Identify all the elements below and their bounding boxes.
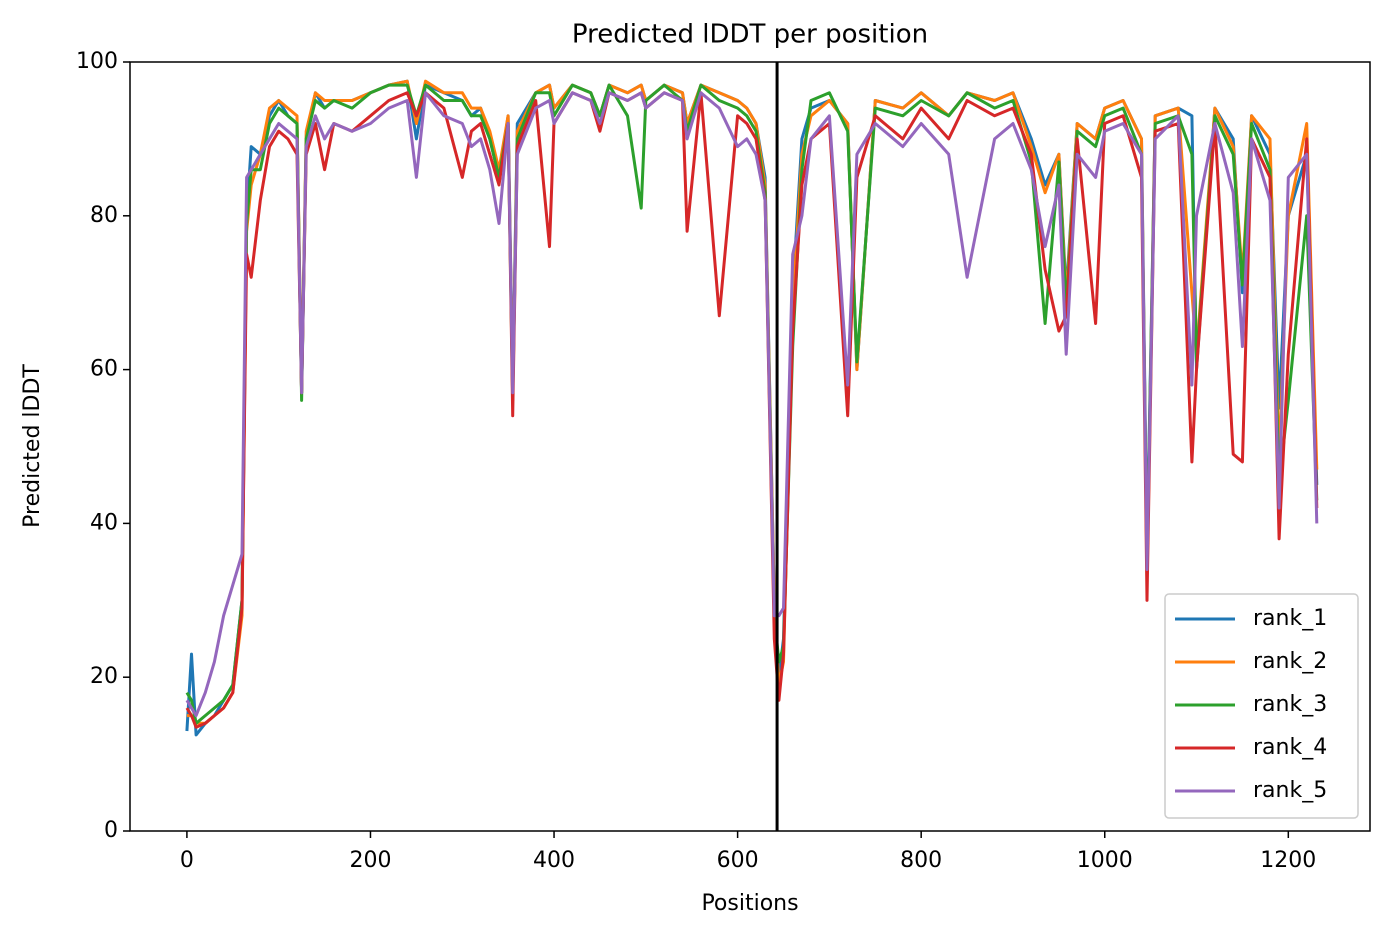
y-tick-label: 0	[104, 818, 118, 843]
chart-title: Predicted lDDT per position	[572, 20, 928, 50]
legend-label: rank_4	[1253, 735, 1327, 760]
x-tick-label: 1000	[1077, 848, 1133, 873]
y-tick-label: 20	[90, 664, 118, 689]
x-tick-label: 600	[717, 848, 759, 873]
y-tick-label: 80	[90, 203, 118, 228]
legend-label: rank_3	[1253, 692, 1327, 717]
x-tick-label: 1200	[1260, 848, 1316, 873]
y-axis-label: Predicted lDDT	[20, 364, 45, 528]
y-tick-label: 100	[76, 49, 118, 74]
legend-box	[1164, 593, 1359, 819]
y-tick-label: 60	[90, 357, 118, 382]
legend-label: rank_2	[1253, 649, 1327, 674]
x-tick-label: 0	[180, 848, 194, 873]
y-tick-label: 40	[90, 510, 118, 535]
legend-label: rank_5	[1253, 778, 1327, 803]
x-tick-label: 200	[349, 848, 391, 873]
x-axis-label: Positions	[701, 891, 798, 916]
x-tick-label: 400	[533, 848, 575, 873]
legend-label: rank_1	[1253, 606, 1327, 631]
series-line	[185, 91, 1319, 718]
plot-frame	[129, 61, 1371, 832]
x-tick-label: 800	[900, 848, 942, 873]
